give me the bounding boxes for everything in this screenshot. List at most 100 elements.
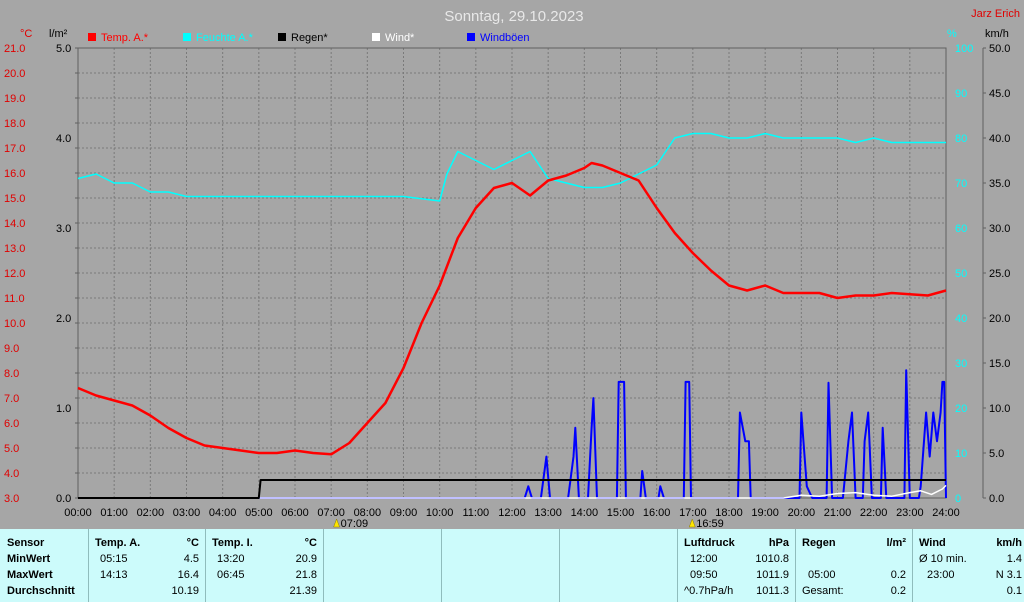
wind-tick-label: 30.0 — [989, 223, 1010, 235]
temp-i-max-time: 06:45 — [217, 569, 245, 581]
legend-swatch — [278, 33, 286, 41]
humidity-tick-label: 30 — [955, 358, 967, 370]
temp-i-avg-value: 21.39 — [289, 585, 317, 597]
humidity-unit-label: % — [947, 28, 957, 40]
temp-tick-label: 17.0 — [4, 143, 25, 155]
time-tick-label: 07:00 — [317, 507, 345, 519]
time-tick-label: 18:00 — [715, 507, 743, 519]
legend-label: Temp. A.* — [101, 32, 149, 44]
humidity-tick-label: 80 — [955, 133, 967, 145]
time-tick-label: 13:00 — [534, 507, 562, 519]
avg-label: Durchschnitt — [7, 585, 75, 597]
temp-tick-label: 21.0 — [4, 43, 25, 55]
temp-a-unit: °C — [186, 537, 199, 549]
legend-label: Windböen — [480, 32, 530, 44]
legend-swatch — [467, 33, 475, 41]
series-feuchte-a-line — [77, 132, 946, 202]
series-temp-a-line — [77, 161, 947, 456]
temp-i-header: Temp. I. — [212, 537, 253, 549]
series-wind-line — [78, 484, 947, 499]
rain-tick-label: 0.0 — [56, 493, 71, 505]
stats-labels-column: Sensor MinWert MaxWert Durchschnitt — [0, 529, 89, 602]
temp-tick-label: 13.0 — [4, 243, 25, 255]
time-tick-label: 16:00 — [643, 507, 671, 519]
time-tick-label: 03:00 — [173, 507, 201, 519]
rain-r2-time: 05:00 — [808, 569, 836, 581]
wind-avg10-label: Ø 10 min. — [919, 553, 967, 565]
temp-a-avg-value: 10.19 — [171, 585, 199, 597]
rain-tick-label: 4.0 — [56, 133, 71, 145]
temp-tick-label: 20.0 — [4, 68, 25, 80]
sunrise-label: 07:09 — [341, 518, 369, 529]
max-label: MaxWert — [7, 569, 53, 581]
rain-tick-label: 2.0 — [56, 313, 71, 325]
time-tick-label: 11:00 — [462, 507, 489, 519]
wind-tick-label: 25.0 — [989, 268, 1010, 280]
humidity-tick-label: 0 — [955, 493, 961, 505]
temp-tick-label: 4.0 — [4, 468, 19, 480]
humidity-tick-label: 10 — [955, 448, 967, 460]
rain-r2-value: 0.2 — [890, 569, 906, 581]
temp-tick-label: 6.0 — [4, 418, 19, 430]
time-tick-label: 17:00 — [679, 507, 707, 519]
temp-unit-label: °C — [20, 28, 32, 40]
legend-swatch — [372, 33, 380, 41]
wind-header: Wind — [919, 537, 946, 549]
pressure-r1-value: 1010.8 — [755, 553, 789, 565]
weather-chart: 21.0 20.0 19.0 18.0 17.0 16.0 15.0 14.0 13.0 12.0… — [4, 8, 1020, 529]
temp-i-unit: °C — [304, 537, 317, 549]
rain-unit: l/m² — [886, 537, 906, 549]
pressure-unit: hPa — [768, 537, 789, 549]
temp-tick-label: 10.0 — [4, 318, 25, 330]
temp-tick-label: 12.0 — [4, 268, 25, 280]
humidity-tick-label: 40 — [955, 313, 967, 325]
sensor-label: Sensor — [7, 537, 45, 549]
temp-a-max-time: 14:13 — [100, 569, 128, 581]
legend-swatch — [183, 33, 191, 41]
wind-avg-value: 0.1 — [1006, 585, 1022, 597]
rain-tick-label: 1.0 — [56, 403, 71, 415]
rain-header: Regen — [802, 537, 836, 549]
wind-max-time: 23:00 — [927, 569, 955, 581]
wind-max-value: N 3.1 — [995, 569, 1022, 581]
wind-unit: km/h — [996, 537, 1022, 549]
legend-swatch — [88, 33, 96, 41]
stats-pressure: Luftdruck hPa 12:00 1010.8 09:50 1011.9 … — [678, 529, 796, 602]
time-tick-label: 01:00 — [100, 507, 128, 519]
stats-temp-outdoor: Temp. A. °C 05:15 4.5 14:13 16.4 10.19 — [89, 529, 206, 602]
legend-label: Wind* — [385, 32, 415, 44]
temp-tick-label: 18.0 — [4, 118, 25, 130]
humidity-tick-label: 60 — [955, 223, 967, 235]
humidity-tick-label: 70 — [955, 178, 967, 190]
temp-tick-label: 8.0 — [4, 368, 19, 380]
rain-tick-label: 3.0 — [56, 223, 71, 235]
temp-tick-label: 5.0 — [4, 443, 19, 455]
stats-rain: Regen l/m² 05:00 0.2 Gesamt: 0.2 — [796, 529, 913, 602]
stats-empty-1 — [324, 529, 442, 602]
chart-grid — [77, 47, 947, 499]
temp-a-min-value: 4.5 — [183, 553, 199, 565]
wind-tick-label: 50.0 — [989, 43, 1010, 55]
stats-temp-indoor: Temp. I. °C 13:20 20.9 06:45 21.8 21.39 — [206, 529, 324, 602]
temp-tick-label: 14.0 — [4, 218, 25, 230]
temp-i-max-value: 21.8 — [295, 569, 317, 581]
temp-tick-label: 15.0 — [4, 193, 25, 205]
time-tick-label: 22:00 — [860, 507, 888, 519]
pressure-trend-label: ^0.7hPa/h — [684, 585, 734, 597]
wind-tick-label: 20.0 — [989, 313, 1010, 325]
time-tick-label: 19:00 — [751, 507, 779, 519]
temp-tick-label: 16.0 — [4, 168, 25, 180]
wind-tick-label: 35.0 — [989, 178, 1010, 190]
wind-tick-label: 45.0 — [989, 88, 1010, 100]
pressure-r2-value: 1011.9 — [756, 569, 789, 581]
wind-tick-label: 0.0 — [989, 493, 1004, 505]
legend-label: Feuchte A.* — [196, 32, 254, 44]
time-tick-label: 14:00 — [571, 507, 599, 519]
temp-i-min-value: 20.9 — [295, 553, 317, 565]
sunset-label: 16:59 — [696, 518, 724, 529]
time-tick-label: 02:00 — [137, 507, 165, 519]
time-tick-label: 15:00 — [607, 507, 635, 519]
time-tick-label: 23:00 — [896, 507, 924, 519]
time-tick-label: 09:00 — [390, 507, 418, 519]
sunset-icon — [688, 518, 696, 528]
